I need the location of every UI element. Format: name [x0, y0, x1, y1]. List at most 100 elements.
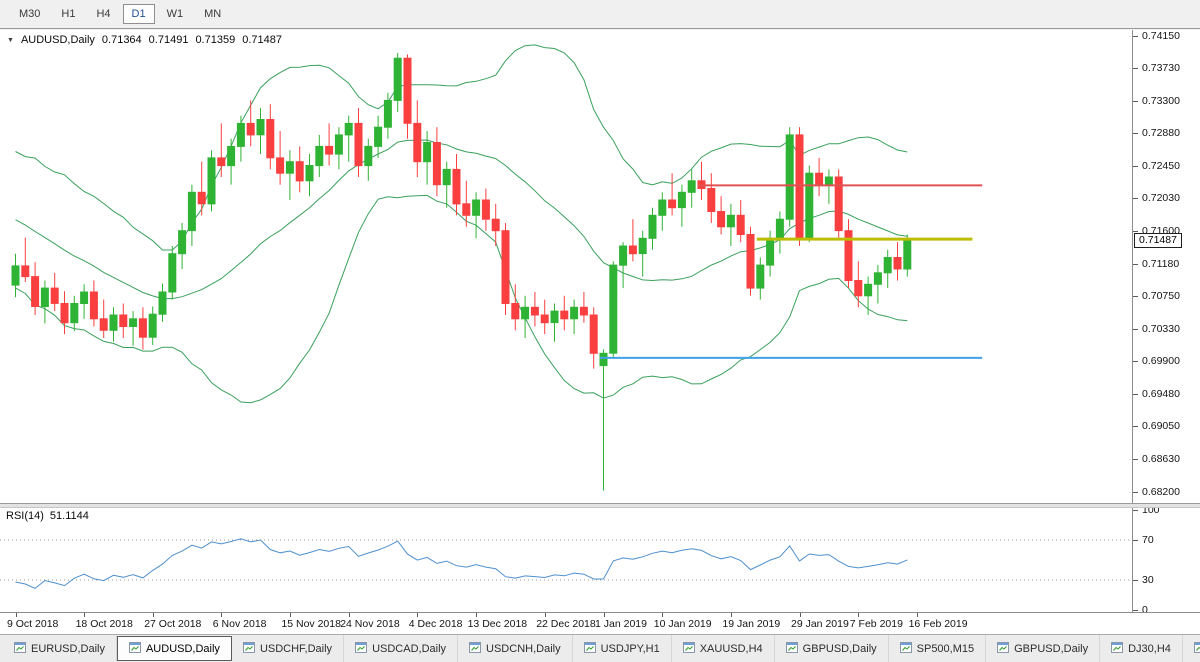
axis-tick: [1133, 230, 1138, 232]
timeframe-toolbar: M30 H1 H4 D1 W1 MN: [0, 0, 1200, 29]
chart-icon: [242, 641, 255, 656]
time-axis-tick: [730, 613, 732, 617]
chart-icon: [997, 641, 1010, 656]
axis-tick: [1133, 426, 1138, 428]
candles: [11, 52, 912, 491]
tab-dj30-h4[interactable]: DJ30,H4: [1100, 635, 1183, 662]
price-axis-label: 0.70330: [1133, 323, 1180, 336]
tab-usdjpy-h1[interactable]: USDJPY,H1: [573, 635, 672, 662]
tab-label: USDCAD,Daily: [372, 642, 447, 655]
time-axis-tick: [476, 613, 478, 617]
tab-gbpusd-daily-2[interactable]: GBPUSD,Daily: [986, 635, 1101, 662]
chart-icon: [583, 641, 596, 656]
price-axis-label: 0.69480: [1133, 388, 1180, 401]
collapse-panel-icon[interactable]: ▼: [7, 36, 14, 44]
price-axis-label: 0.68630: [1133, 453, 1180, 466]
time-axis-label: 15 Nov 2018: [281, 618, 341, 630]
bollinger-bands: [15, 44, 908, 404]
timeframe-h1[interactable]: H1: [52, 4, 84, 24]
axis-tick: [1133, 35, 1138, 37]
price-axis-label: 0.69900: [1133, 355, 1180, 368]
time-axis-tick: [15, 613, 17, 617]
tab-label: XAUUSD,H4: [699, 642, 763, 655]
panel-splitter[interactable]: [0, 503, 1200, 508]
rsi-chart[interactable]: [0, 508, 1132, 612]
axis-tick: [1133, 198, 1138, 200]
time-axis-label: 29 Jan 2019: [791, 618, 849, 630]
axis-tick: [1133, 100, 1138, 102]
axis-tick: [1133, 609, 1138, 611]
tab-tech100-h1[interactable]: TECH100,H1: [1183, 635, 1200, 662]
price-chart[interactable]: [0, 30, 1132, 503]
time-axis-tick: [348, 613, 350, 617]
timeframe-w1[interactable]: W1: [158, 4, 193, 24]
chart-icon: [1193, 641, 1200, 656]
time-axis-tick: [289, 613, 291, 617]
chart-icon: [14, 641, 26, 656]
tab-label: GBPUSD,Daily: [1014, 642, 1089, 655]
tab-label: DJ30,H4: [1128, 642, 1171, 655]
price-axis-label: 0.74150: [1133, 30, 1180, 43]
price-axis-label: 0.72880: [1133, 127, 1180, 140]
chart-icon: [785, 641, 798, 656]
rsi-axis-label: 30: [1133, 574, 1154, 587]
time-axis-tick: [84, 613, 86, 617]
timeframe-d1[interactable]: D1: [122, 4, 155, 24]
time-axis-tick: [662, 613, 664, 617]
tab-usdcad-daily[interactable]: USDCAD,Daily: [344, 635, 459, 662]
timeframe-h4[interactable]: H4: [87, 4, 119, 24]
time-axis-label: 9 Oct 2018: [7, 618, 59, 630]
chart-icon: [469, 641, 482, 656]
time-axis-label: 19 Jan 2019: [722, 618, 781, 630]
time-axis-label: 27 Oct 2018: [144, 618, 202, 630]
chart-area[interactable]: ▼ AUDUSD,Daily 0.71364 0.71491 0.71359 0…: [0, 30, 1132, 503]
chart-icon: [899, 641, 912, 656]
tab-usdchf-daily[interactable]: USDCHF,Daily: [232, 635, 345, 662]
axis-tick: [1133, 263, 1138, 265]
time-axis-tick: [858, 613, 860, 617]
time-axis-label: 7 Feb 2019: [849, 618, 903, 630]
price-axis-label: 0.70750: [1133, 290, 1180, 303]
axis-tick: [1133, 509, 1138, 511]
time-axis-tick: [417, 613, 419, 617]
chart-tabs: EURUSD,Daily AUDUSD,Daily USDCHF,Daily U…: [0, 634, 1200, 662]
tab-usdcnh-daily[interactable]: USDCNH,Daily: [458, 635, 573, 662]
bollinger-middle-line: [15, 139, 908, 300]
price-axis-label: 0.73300: [1133, 95, 1180, 108]
tab-label: USDCHF,Daily: [259, 642, 333, 655]
tab-audusd-daily[interactable]: AUDUSD,Daily: [116, 636, 232, 661]
tab-label: USDCNH,Daily: [486, 642, 561, 655]
chart-icon: [682, 641, 695, 656]
timeframe-m30[interactable]: M30: [10, 4, 49, 24]
tab-eurusd-daily[interactable]: EURUSD,Daily: [3, 635, 117, 662]
axis-tick: [1133, 458, 1138, 460]
time-axis-label: 4 Dec 2018: [408, 618, 463, 630]
time-axis-tick: [221, 613, 223, 617]
price-axis-label: 0.72030: [1133, 192, 1180, 205]
price-axis-label: 0.68200: [1133, 486, 1180, 499]
tab-gbpusd-daily[interactable]: GBPUSD,Daily: [775, 635, 889, 662]
chart-icon: [355, 641, 368, 656]
time-axis-label: 16 Feb 2019: [908, 618, 968, 630]
price-axis-label: 0.69050: [1133, 420, 1180, 433]
tab-sp500-m15[interactable]: SP500,M15: [889, 635, 987, 662]
time-axis-label: 10 Jan 2019: [653, 618, 712, 630]
axis-tick: [1133, 361, 1138, 363]
rsi-line: [15, 538, 908, 589]
rsi-panel[interactable]: RSI(14) 51.1144: [0, 508, 1132, 612]
tab-label: AUDUSD,Daily: [145, 642, 220, 655]
price-axis: 0.71487 0.74150 0.73730 0.73300 0.72880 0.72…: [1132, 30, 1200, 616]
time-axis-tick: [603, 613, 605, 617]
time-axis-label: 18 Oct 2018: [75, 618, 133, 630]
tab-label: USDJPY,H1: [600, 642, 660, 655]
tab-xauusd-h4[interactable]: XAUUSD,H4: [672, 635, 775, 662]
axis-tick: [1133, 68, 1138, 70]
axis-tick: [1133, 165, 1138, 167]
time-axis-tick: [544, 613, 546, 617]
time-axis-label: 22 Dec 2018: [536, 618, 596, 630]
tab-label: EURUSD,Daily: [31, 642, 105, 655]
timeframe-mn[interactable]: MN: [195, 4, 230, 24]
time-axis-label: 6 Nov 2018: [212, 618, 267, 630]
price-axis-label: 0.72450: [1133, 160, 1180, 173]
